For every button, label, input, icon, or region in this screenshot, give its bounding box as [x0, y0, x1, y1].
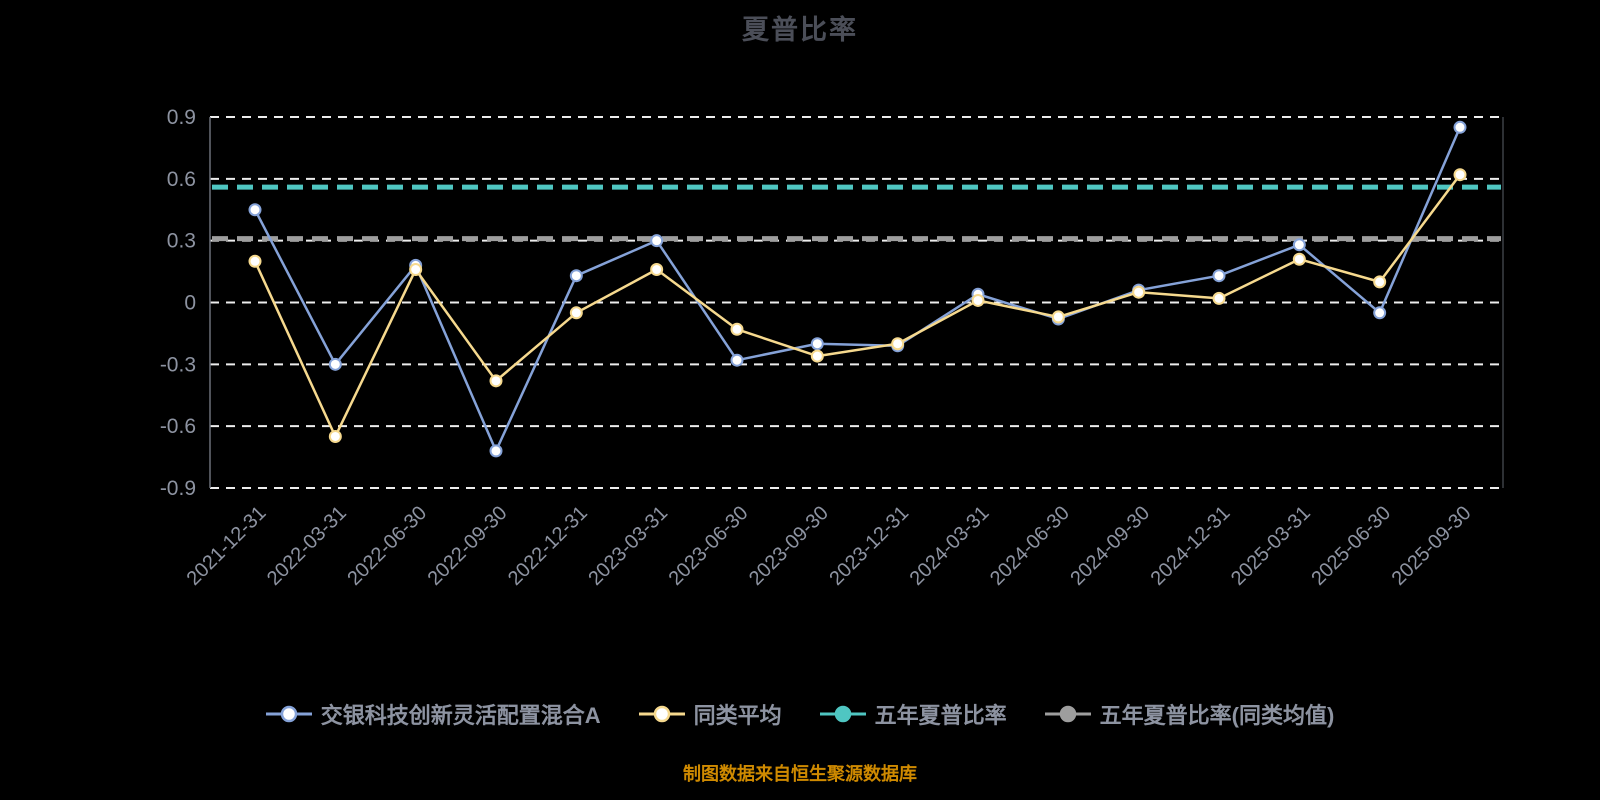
data-point[interactable] — [1292, 238, 1306, 252]
legend-label: 同类平均 — [693, 703, 782, 728]
data-point[interactable] — [1453, 120, 1467, 134]
x-axis-tick-label: 2022-09-30 — [424, 502, 512, 590]
data-point[interactable] — [1132, 285, 1146, 299]
x-axis-tick-label: 2024-12-31 — [1147, 502, 1235, 590]
data-point[interactable] — [1373, 275, 1387, 289]
x-axis-tick-label: 2025-09-30 — [1388, 502, 1476, 590]
data-point[interactable] — [810, 337, 824, 351]
legend-label: 交银科技创新灵活配置混合A — [320, 703, 601, 728]
legend-marker-icon — [265, 705, 312, 723]
x-axis-tick-label: 2022-03-31 — [263, 502, 351, 590]
legend-item[interactable]: 同类平均 — [638, 698, 782, 730]
y-axis-tick-label: 0.3 — [167, 230, 196, 253]
data-point[interactable] — [810, 349, 824, 363]
data-point[interactable] — [569, 269, 583, 283]
y-axis-tick-label: -0.3 — [160, 353, 196, 376]
x-axis-tick-label: 2022-12-31 — [504, 502, 592, 590]
data-point[interactable] — [650, 234, 664, 248]
data-point[interactable] — [1453, 168, 1467, 182]
x-axis-tick-label: 2021-12-31 — [183, 502, 271, 590]
y-axis-tick-label: 0.9 — [167, 106, 196, 129]
y-axis-tick-label: 0 — [184, 292, 196, 315]
y-axis-tick-label: 0.6 — [167, 168, 196, 191]
series-line — [253, 173, 1462, 438]
y-axis-tick-label: -0.6 — [160, 415, 196, 438]
data-point[interactable] — [328, 357, 342, 371]
legend-label: 五年夏普比率 — [874, 703, 1007, 728]
data-point[interactable] — [248, 254, 262, 268]
legend: 交银科技创新灵活配置混合A 同类平均 五年夏普比率 五年夏普比率(同类均值) — [0, 698, 1600, 730]
data-point[interactable] — [569, 306, 583, 320]
data-point[interactable] — [409, 263, 423, 277]
data-point[interactable] — [1212, 269, 1226, 283]
data-point[interactable] — [328, 429, 342, 443]
x-axis-tick-label: 2025-06-30 — [1307, 502, 1395, 590]
data-point[interactable] — [489, 374, 503, 388]
chart-canvas: 0.9 0.6 0.3 0 -0.3 -0.6 -0.92021-12-312022-03-… — [160, 106, 1504, 590]
chart-title: 夏普比率 — [742, 15, 858, 45]
data-point[interactable] — [971, 293, 985, 307]
legend-item[interactable]: 五年夏普比率(同类均值) — [1044, 698, 1335, 730]
legend-item[interactable]: 五年夏普比率 — [819, 698, 1007, 730]
legend-marker-icon — [638, 705, 685, 723]
legend-marker-icon — [1044, 705, 1091, 723]
data-point[interactable] — [1292, 252, 1306, 266]
x-axis-tick-label: 2025-03-31 — [1227, 502, 1315, 590]
legend-item[interactable]: 交银科技创新灵活配置混合A — [265, 698, 601, 730]
data-point[interactable] — [730, 353, 744, 367]
data-source-note: 制图数据来自恒生聚源数据库 — [683, 764, 917, 784]
x-axis-tick-label: 2024-03-31 — [906, 502, 994, 590]
y-axis-tick-label: -0.9 — [160, 477, 196, 500]
x-axis-tick-label: 2023-09-30 — [745, 502, 833, 590]
data-point[interactable] — [1051, 310, 1065, 324]
x-axis-tick-label: 2024-09-30 — [1066, 502, 1154, 590]
data-point[interactable] — [1373, 306, 1387, 320]
legend-marker-icon — [819, 705, 866, 723]
series-line — [253, 126, 1462, 453]
data-point[interactable] — [1212, 291, 1226, 305]
x-axis-tick-label: 2023-03-31 — [584, 502, 672, 590]
x-axis-tick-label: 2023-12-31 — [825, 502, 913, 590]
x-axis-tick-label: 2023-06-30 — [665, 502, 753, 590]
data-point[interactable] — [891, 337, 905, 351]
data-point[interactable] — [730, 322, 744, 336]
data-point[interactable] — [248, 203, 262, 217]
legend-label: 五年夏普比率(同类均值) — [1099, 703, 1335, 728]
x-axis-tick-label: 2024-06-30 — [986, 502, 1074, 590]
data-point[interactable] — [489, 444, 503, 458]
x-axis-tick-label: 2022-06-30 — [343, 502, 431, 590]
data-point[interactable] — [650, 263, 664, 277]
